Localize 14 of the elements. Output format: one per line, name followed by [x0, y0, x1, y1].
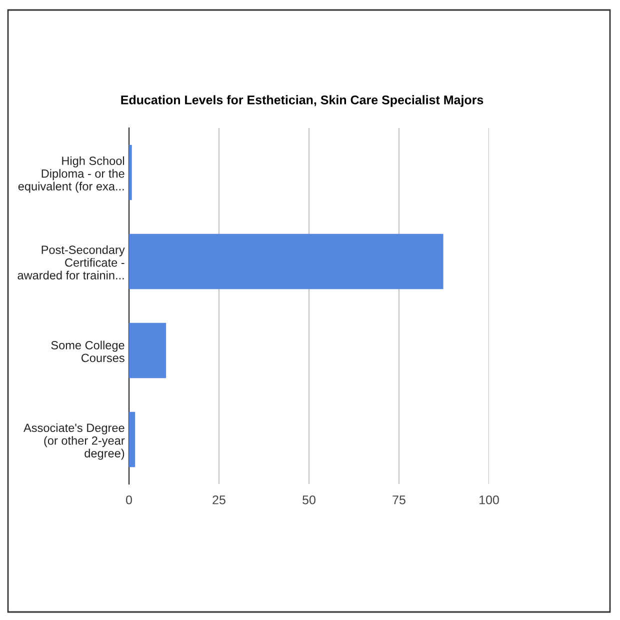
y-tick-label: Some College Courses	[51, 340, 124, 362]
bar	[129, 412, 136, 468]
bar	[129, 234, 444, 290]
bar	[129, 144, 132, 200]
y-tick-label: High School Diploma - or the equivalent (for exa...	[18, 156, 124, 193]
y-tick-label: Associate's Degree (or other 2-year degree)	[24, 423, 125, 460]
x-tick-label: 25	[212, 495, 226, 504]
chart-title: Education Levels for Esthetician, Skin Care Specialist Majors	[121, 95, 484, 107]
x-tick-label: 75	[392, 496, 406, 504]
x-tick-label: 100	[480, 495, 499, 504]
x-tick-label: 0	[126, 495, 132, 504]
x-tick-label: 50	[302, 495, 316, 504]
y-tick-label: Post-Secondary Certificate - awarded for trainin...	[18, 245, 125, 280]
bar	[129, 322, 166, 378]
